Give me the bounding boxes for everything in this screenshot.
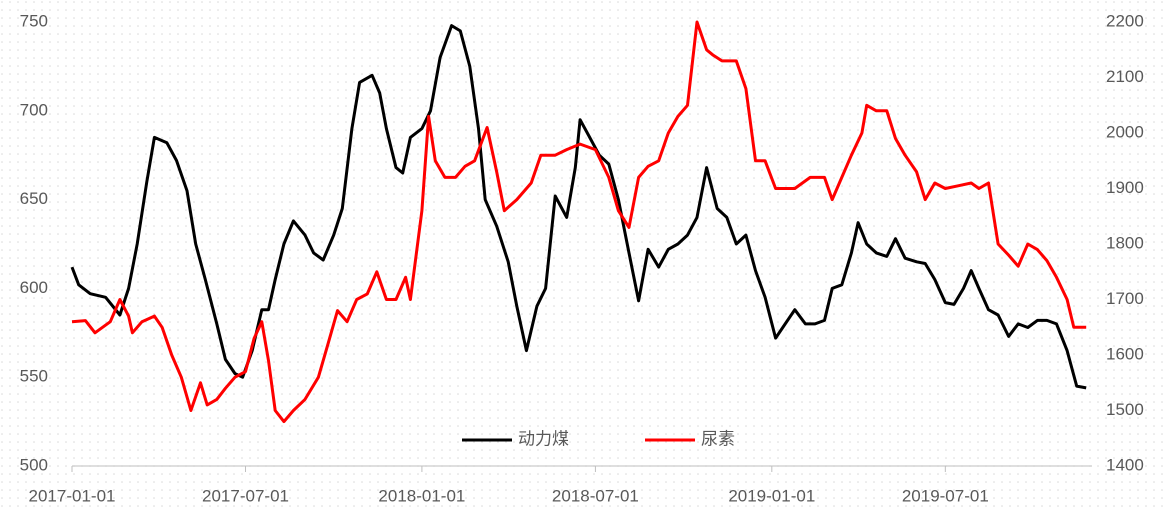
series-line — [71, 20, 1087, 424]
y2-tick-label: 1500 — [1106, 400, 1144, 419]
legend-label: 尿素 — [701, 429, 735, 448]
y2-tick-label: 2000 — [1106, 122, 1144, 141]
y-tick-label: 500 — [20, 455, 48, 474]
y-tick-label: 750 — [20, 11, 48, 30]
y2-tick-label: 1700 — [1106, 289, 1144, 308]
x-tick-label: 2018-07-01 — [552, 486, 639, 505]
y2-tick-label: 1400 — [1106, 455, 1144, 474]
y-tick-label: 700 — [20, 100, 48, 119]
y2-tick-label: 2200 — [1106, 11, 1144, 30]
y2-tick-label: 1800 — [1106, 233, 1144, 252]
y-tick-label: 550 — [20, 367, 48, 386]
y-tick-label: 600 — [20, 278, 48, 297]
x-tick-label: 2018-01-01 — [378, 486, 465, 505]
x-tick-label: 2019-07-01 — [902, 486, 989, 505]
legend-label: 动力煤 — [518, 429, 569, 448]
x-tick-label: 2017-07-01 — [202, 486, 289, 505]
x-tick-label: 2019-01-01 — [728, 486, 815, 505]
y2-tick-label: 2100 — [1106, 67, 1144, 86]
x-tick-label: 2017-01-01 — [29, 486, 116, 505]
y2-tick-label: 1600 — [1106, 344, 1144, 363]
y-tick-label: 650 — [20, 189, 48, 208]
y2-tick-label: 1900 — [1106, 178, 1144, 197]
